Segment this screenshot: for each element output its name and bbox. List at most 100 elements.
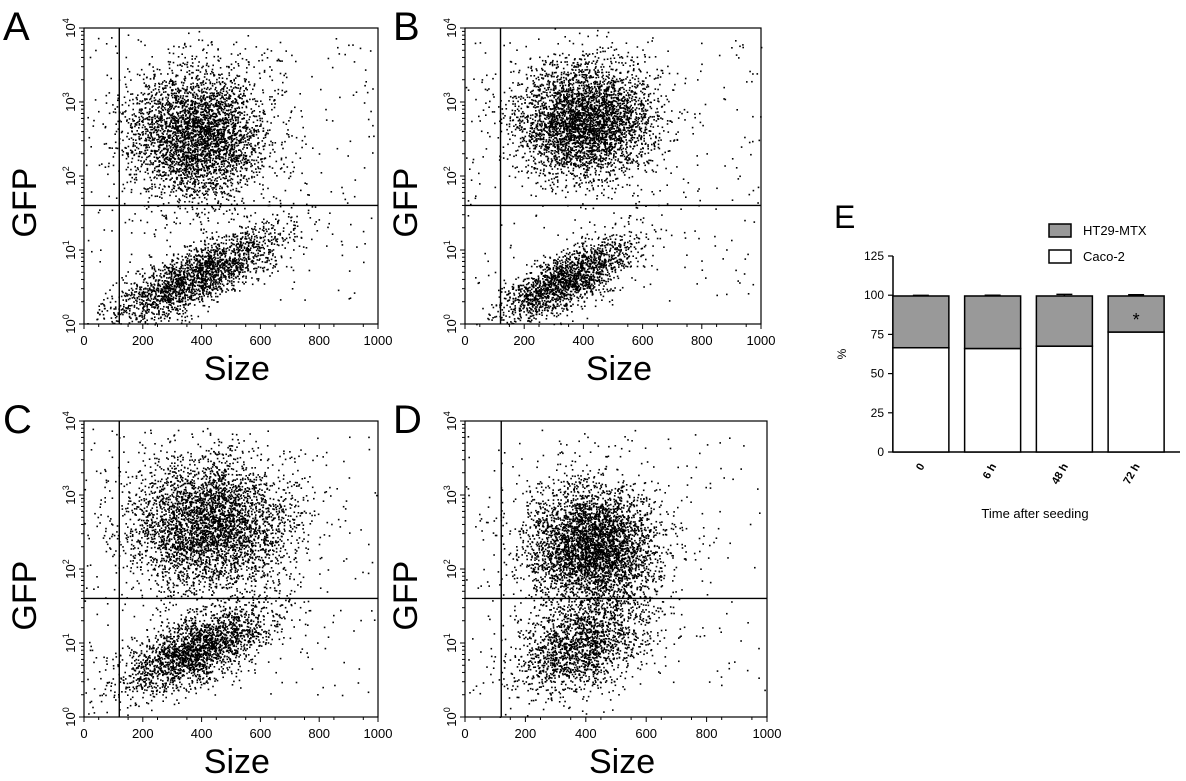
data-point xyxy=(239,88,242,90)
data-point xyxy=(220,203,222,205)
data-point xyxy=(175,163,177,165)
data-point xyxy=(284,189,287,192)
data-point xyxy=(177,118,180,121)
data-point xyxy=(262,236,265,239)
data-point xyxy=(192,117,194,120)
data-point xyxy=(205,132,208,135)
data-point xyxy=(170,107,173,110)
data-point xyxy=(121,113,123,115)
data-point xyxy=(219,264,221,267)
data-point xyxy=(182,139,184,142)
data-point xyxy=(280,143,283,146)
data-point xyxy=(215,103,217,105)
data-point xyxy=(167,108,170,110)
data-point xyxy=(174,102,177,104)
data-point xyxy=(237,182,240,185)
data-point xyxy=(241,167,244,170)
data-point xyxy=(182,158,184,161)
data-point xyxy=(269,98,271,101)
data-point xyxy=(268,201,271,203)
data-point xyxy=(151,293,153,296)
data-point xyxy=(200,168,203,170)
data-point xyxy=(253,135,255,137)
data-point xyxy=(127,155,130,158)
data-point xyxy=(269,152,272,154)
data-point xyxy=(182,267,184,270)
data-point xyxy=(249,155,251,158)
data-point xyxy=(174,131,176,133)
data-point xyxy=(188,262,191,264)
data-point xyxy=(180,137,182,139)
data-point xyxy=(188,171,190,174)
data-point xyxy=(230,265,232,267)
data-point xyxy=(233,138,236,140)
data-point xyxy=(213,74,216,77)
data-point xyxy=(301,139,304,142)
data-point xyxy=(221,133,224,135)
data-point xyxy=(201,278,203,281)
data-point xyxy=(242,202,245,204)
data-point xyxy=(121,190,124,193)
data-point xyxy=(179,159,182,161)
data-point xyxy=(164,140,167,142)
data-point xyxy=(165,271,168,274)
data-point xyxy=(136,297,139,300)
data-point xyxy=(184,155,187,157)
data-point xyxy=(191,132,193,134)
data-point xyxy=(157,107,159,109)
data-point xyxy=(196,263,198,265)
data-point xyxy=(163,91,165,93)
data-point xyxy=(177,187,180,190)
data-point xyxy=(198,260,201,262)
data-point xyxy=(114,300,117,303)
data-point xyxy=(204,283,207,286)
data-point xyxy=(176,90,179,92)
data-point xyxy=(244,80,246,82)
data-point xyxy=(175,281,178,283)
data-point xyxy=(268,144,271,146)
data-point xyxy=(243,94,245,97)
data-point xyxy=(206,129,209,132)
data-point xyxy=(145,130,147,133)
data-point xyxy=(204,110,207,113)
data-point xyxy=(141,100,144,102)
data-point xyxy=(178,98,180,100)
data-point xyxy=(212,128,215,131)
data-point xyxy=(161,162,164,165)
data-point xyxy=(190,145,192,147)
data-point xyxy=(194,298,196,301)
data-point xyxy=(144,296,146,298)
data-point xyxy=(206,111,208,114)
data-point xyxy=(262,137,265,139)
data-point xyxy=(208,171,210,174)
data-point xyxy=(163,266,165,268)
data-point xyxy=(181,87,184,90)
data-point xyxy=(211,187,213,189)
data-point xyxy=(245,259,248,261)
data-point xyxy=(160,139,163,142)
data-point xyxy=(238,107,241,109)
data-point xyxy=(114,108,116,110)
data-point xyxy=(233,146,236,149)
data-point xyxy=(179,305,182,307)
data-point xyxy=(238,111,240,114)
data-point xyxy=(211,149,214,152)
data-point xyxy=(150,284,153,286)
data-point xyxy=(191,93,194,95)
data-point xyxy=(205,124,207,127)
data-point xyxy=(207,252,210,255)
data-point xyxy=(171,138,174,140)
data-point xyxy=(203,133,206,135)
data-point xyxy=(162,88,165,91)
data-point xyxy=(214,270,216,273)
data-point xyxy=(199,99,202,102)
data-point xyxy=(240,247,243,249)
data-point xyxy=(195,257,198,260)
data-point xyxy=(231,147,233,149)
data-point xyxy=(198,122,201,124)
data-point xyxy=(170,103,172,105)
data-point xyxy=(212,207,215,210)
data-point xyxy=(123,187,126,190)
data-point xyxy=(213,170,215,173)
data-point xyxy=(196,278,198,280)
